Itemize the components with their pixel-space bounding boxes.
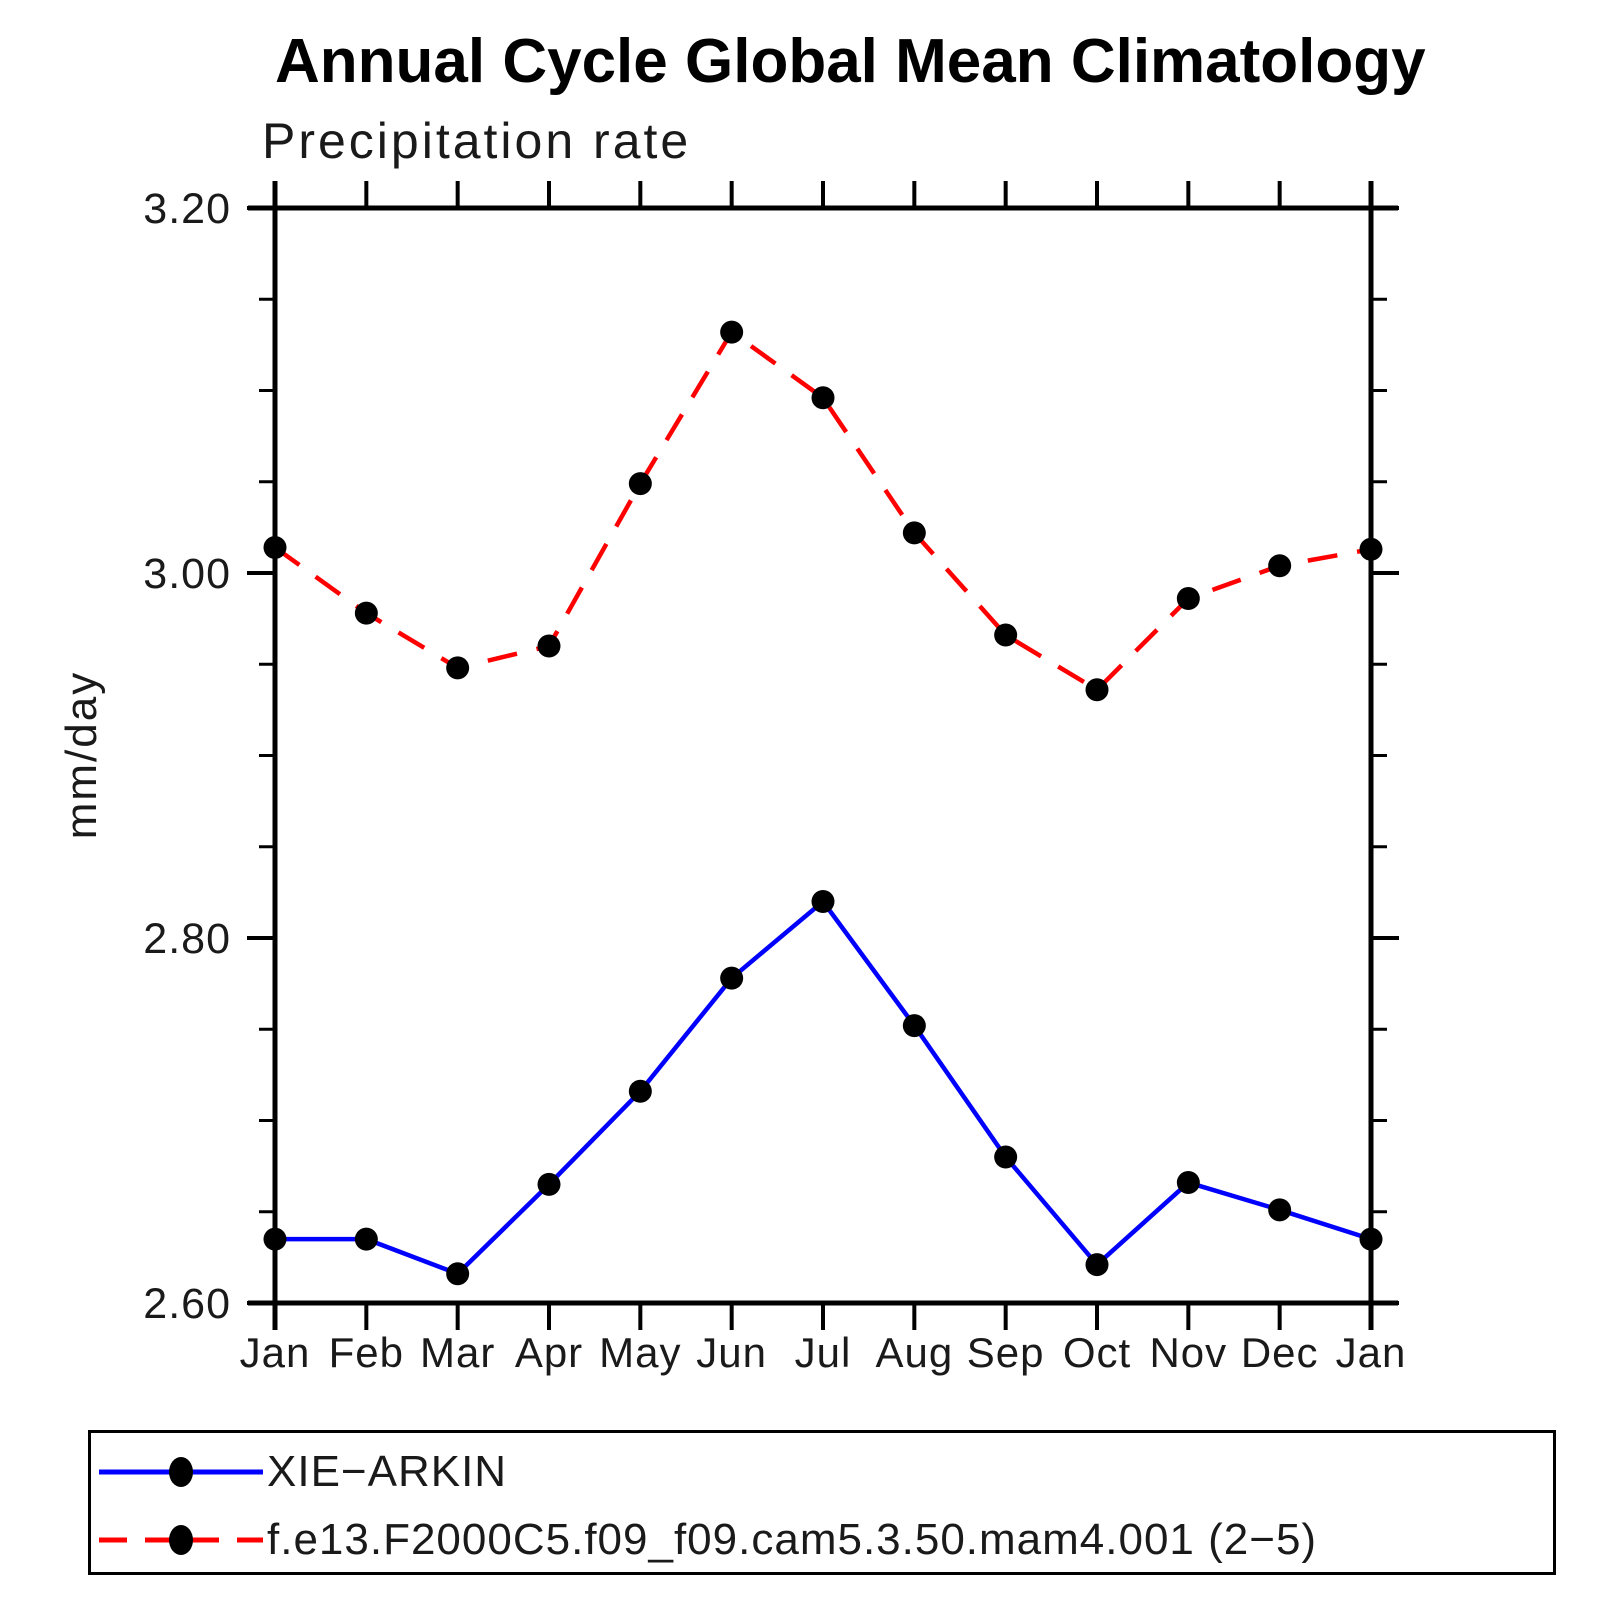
data-point-marker: [1359, 537, 1383, 561]
x-tick-label: Aug: [875, 1329, 953, 1376]
x-tick-label: Jan: [240, 1329, 311, 1376]
chart-subtitle: Precipitation rate: [262, 113, 692, 169]
legend-box: XIE−ARKIN f.e13.F2000C5.f09_f09.cam5.3.5…: [88, 1430, 1556, 1575]
data-point-marker: [1085, 1253, 1109, 1277]
data-point-marker: [263, 1227, 287, 1251]
x-tick-label: Jun: [696, 1329, 767, 1376]
y-tick-label: 2.80: [143, 915, 231, 963]
legend-marker-dot-icon: [169, 1457, 193, 1487]
axis-spines: [248, 181, 1398, 1330]
series-xie-arkin: [263, 890, 1383, 1286]
x-tick-label: Feb: [329, 1329, 404, 1376]
x-tick-label: Nov: [1149, 1329, 1227, 1376]
x-tick-label: May: [599, 1329, 681, 1376]
data-point-marker: [902, 1014, 926, 1038]
y-tick-label: 2.60: [143, 1280, 231, 1328]
data-point-marker: [811, 386, 835, 410]
x-axis-tick-labels: Jan Feb Mar Apr May Jun Jul Aug Sep Oct Nov Dec Jan: [240, 1329, 1407, 1376]
data-point-marker: [537, 1172, 561, 1196]
y-tick-label: 3.20: [143, 185, 231, 233]
series-line: [273, 328, 1372, 693]
legend-entry-observation: XIE−ARKIN: [91, 1437, 507, 1507]
x-tick-label: Apr: [515, 1329, 583, 1376]
data-point-marker: [628, 472, 652, 496]
data-point-marker: [263, 535, 287, 559]
data-point-marker: [537, 634, 561, 658]
x-tick-label: Sep: [967, 1329, 1045, 1376]
data-point-marker: [1268, 1198, 1292, 1222]
data-point-marker: [1176, 1171, 1200, 1195]
x-axis-ticks: [273, 181, 1373, 1330]
series-model: [263, 320, 1383, 702]
data-point-marker: [446, 656, 470, 680]
data-point-marker: [1359, 1227, 1383, 1251]
x-tick-label: Oct: [1063, 1329, 1131, 1376]
data-point-marker: [994, 1145, 1018, 1169]
data-point-marker: [446, 1262, 470, 1286]
legend-line-sample-dashed: [99, 1525, 263, 1555]
legend-label-model: f.e13.F2000C5.f09_f09.cam5.3.50.mam4.001…: [267, 1515, 1318, 1564]
legend-label-observation: XIE−ARKIN: [267, 1447, 508, 1496]
data-point-marker: [811, 890, 835, 913]
data-point-marker: [628, 1079, 652, 1103]
y-axis-tick-labels: 2.60 2.80 3.00 3.20: [143, 185, 231, 1328]
x-tick-label: Jul: [795, 1329, 852, 1376]
legend-marker-dot-icon: [169, 1525, 193, 1555]
data-point-marker: [1085, 678, 1109, 702]
data-point-marker: [1268, 554, 1292, 578]
y-tick-label: 3.00: [143, 550, 231, 598]
x-tick-label: Dec: [1241, 1329, 1319, 1376]
data-point-marker: [902, 521, 926, 545]
x-tick-label: Mar: [420, 1329, 495, 1376]
x-tick-label: Jan: [1336, 1329, 1407, 1376]
legend-entry-model: f.e13.F2000C5.f09_f09.cam5.3.50.mam4.001…: [91, 1505, 1317, 1575]
chart-title: Annual Cycle Global Mean Climatology: [275, 27, 1426, 96]
data-point-marker: [354, 1227, 378, 1251]
series-line: [275, 898, 1372, 1277]
data-point-marker: [720, 966, 744, 990]
data-point-marker: [354, 601, 378, 625]
legend-line-sample-solid: [99, 1457, 263, 1487]
data-point-marker: [720, 320, 744, 344]
y-axis-ticks: [247, 206, 1399, 1305]
data-point-marker: [1176, 587, 1200, 611]
data-point-marker: [994, 623, 1018, 647]
